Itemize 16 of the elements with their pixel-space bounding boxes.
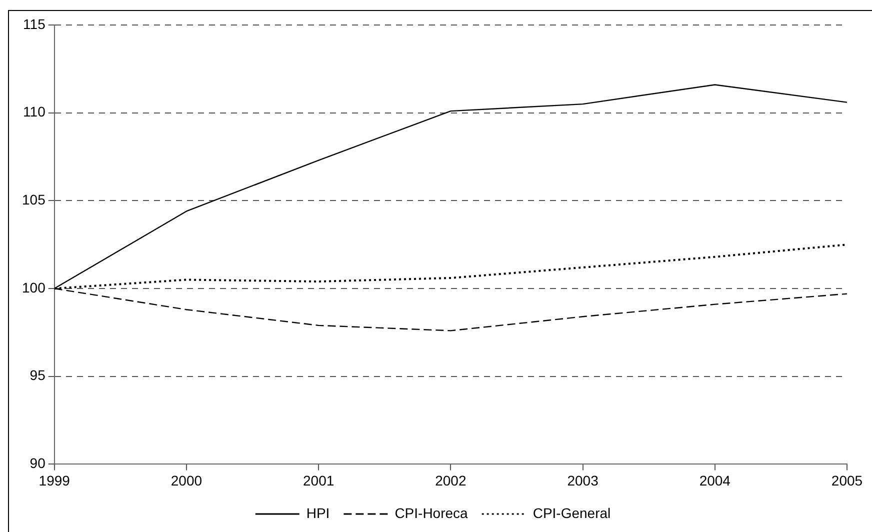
y-tick-label: 95 <box>30 367 46 384</box>
x-tick-label: 2005 <box>831 472 863 488</box>
legend-label: CPI-General <box>532 504 611 521</box>
legend-label: CPI-Horeca <box>394 504 468 521</box>
y-tick-label: 90 <box>30 455 46 472</box>
y-tick-label: 110 <box>23 104 46 120</box>
x-tick-label: 2003 <box>567 472 599 488</box>
y-tick-label: 115 <box>23 16 46 32</box>
y-tick-label: 105 <box>22 192 46 208</box>
x-tick-label: 1999 <box>38 472 70 488</box>
y-tick-label: 100 <box>22 279 46 296</box>
x-tick-label: 2002 <box>435 472 466 488</box>
x-tick-label: 2000 <box>170 472 202 488</box>
legend-label: HPI <box>306 504 330 521</box>
x-tick-label: 2001 <box>302 472 334 488</box>
x-tick-label: 2004 <box>699 472 731 488</box>
